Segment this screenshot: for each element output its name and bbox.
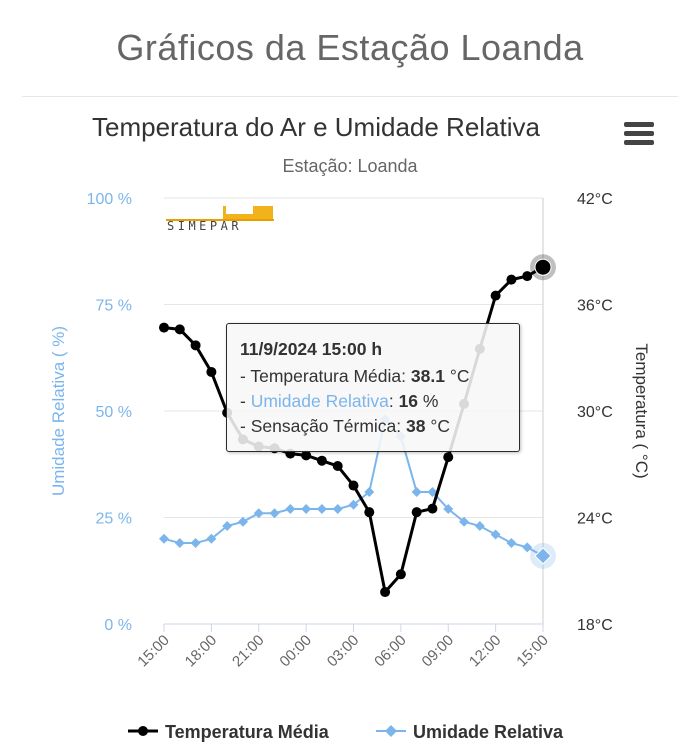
data-point-temperature xyxy=(348,480,359,491)
data-point-humidity xyxy=(534,547,552,565)
x-tick-label: 15:00 xyxy=(134,632,173,671)
page-header: Gráficos da Estação Loanda xyxy=(22,0,678,97)
tooltip-feels-value: 38 xyxy=(406,416,426,436)
data-point-humidity xyxy=(443,503,454,514)
tooltip-humidity-value: 16 xyxy=(398,391,419,411)
tooltip: 11/9/2024 15:00 h - Temperatura Média: 3… xyxy=(226,323,520,452)
x-tick-label: 18:00 xyxy=(182,632,221,671)
data-point-humidity xyxy=(285,503,296,514)
data-point-humidity xyxy=(427,486,438,497)
chart-subtitle: Estação: Loanda xyxy=(282,156,418,176)
x-tick-label: 00:00 xyxy=(276,632,315,671)
data-point-temperature xyxy=(506,274,517,285)
data-point-temperature xyxy=(364,507,375,518)
data-point-humidity xyxy=(206,533,217,544)
data-point-humidity xyxy=(459,516,470,527)
data-point-temperature xyxy=(174,324,185,335)
data-point-humidity xyxy=(253,508,264,519)
data-point-humidity xyxy=(522,542,533,553)
y-right-tick-label: 30°C xyxy=(577,404,613,421)
tooltip-row-temperature: - Temperatura Média: 38.1 °C xyxy=(240,366,470,386)
y-right-axis-title: Temperatura ( °C) xyxy=(632,343,651,478)
y-right-tick-label: 18°C xyxy=(577,617,613,634)
data-point-humidity xyxy=(159,533,169,544)
data-point-temperature xyxy=(490,290,501,301)
legend-symbol-temperature xyxy=(138,726,148,736)
x-tick-label: 15:00 xyxy=(513,632,552,671)
data-point-temperature xyxy=(443,452,454,463)
data-point-humidity xyxy=(474,521,485,532)
tooltip-row-feels-like: - Sensação Térmica: 38 °C xyxy=(240,416,450,436)
y-left-tick-label: 0 % xyxy=(104,617,132,634)
data-point-humidity xyxy=(237,516,248,527)
x-tick-label: 21:00 xyxy=(229,632,268,671)
chart-menu-button[interactable] xyxy=(622,120,656,148)
data-point-humidity xyxy=(316,503,327,514)
data-point-temperature xyxy=(395,569,406,580)
data-point-humidity xyxy=(411,486,422,497)
data-point-humidity xyxy=(174,538,185,549)
data-point-temperature xyxy=(522,271,533,282)
data-point-temperature xyxy=(534,258,552,276)
data-point-humidity xyxy=(490,529,501,540)
y-right-tick-label: 24°C xyxy=(577,511,613,528)
legend-symbol-humidity xyxy=(385,725,397,737)
y-left-tick-label: 75 % xyxy=(96,298,132,315)
data-point-humidity xyxy=(348,499,359,510)
data-point-humidity xyxy=(222,521,233,532)
y-left-axis-title: Umidade Relativa ( %) xyxy=(49,326,68,496)
x-tick-label: 09:00 xyxy=(419,632,458,671)
tooltip-header: 11/9/2024 15:00 h xyxy=(240,339,383,359)
legend-item-humidity: Umidade Relativa xyxy=(413,722,564,742)
data-point-temperature xyxy=(190,340,201,351)
x-tick-label: 12:00 xyxy=(466,632,505,671)
simepar-logo: SIMEPAR xyxy=(166,206,274,233)
data-point-temperature xyxy=(380,587,391,598)
y-left-tick-label: 25 % xyxy=(96,511,132,528)
tooltip-humidity-name: Umidade Relativa xyxy=(250,391,389,411)
data-point-temperature xyxy=(159,322,169,333)
page-title: Gráficos da Estação Loanda xyxy=(116,27,584,68)
y-left-tick-label: 100 % xyxy=(87,191,132,208)
y-right-tick-label: 36°C xyxy=(577,298,613,315)
tooltip-row-humidity: - Umidade Relativa: 16 % xyxy=(240,391,439,411)
x-tick-label: 03:00 xyxy=(324,632,363,671)
tooltip-temp-value: 38.1 xyxy=(410,366,445,386)
data-point-humidity xyxy=(506,538,517,549)
tooltip-temp-name: Temperatura Média xyxy=(250,366,402,386)
data-point-temperature xyxy=(427,503,438,514)
y-left-tick-label: 50 % xyxy=(96,404,132,421)
data-point-humidity xyxy=(332,503,343,514)
data-point-temperature xyxy=(316,455,327,466)
data-point-temperature xyxy=(332,461,343,472)
data-point-temperature xyxy=(411,507,422,518)
chart-title: Temperatura do Ar e Umidade Relativa xyxy=(92,112,541,142)
legend-item-temperature: Temperatura Média xyxy=(165,722,330,742)
data-point-humidity xyxy=(364,486,375,497)
data-point-humidity xyxy=(269,508,280,519)
data-point-temperature xyxy=(301,450,312,461)
y-right-tick-label: 42°C xyxy=(577,191,613,208)
data-point-humidity xyxy=(301,503,312,514)
tooltip-feels-name: Sensação Térmica xyxy=(250,416,397,436)
x-tick-label: 06:00 xyxy=(371,632,410,671)
logo-text: SIMEPAR xyxy=(167,219,242,233)
data-point-temperature xyxy=(206,366,217,377)
legend[interactable]: Temperatura Média Umidade Relativa xyxy=(128,722,564,742)
data-point-humidity xyxy=(190,538,201,549)
